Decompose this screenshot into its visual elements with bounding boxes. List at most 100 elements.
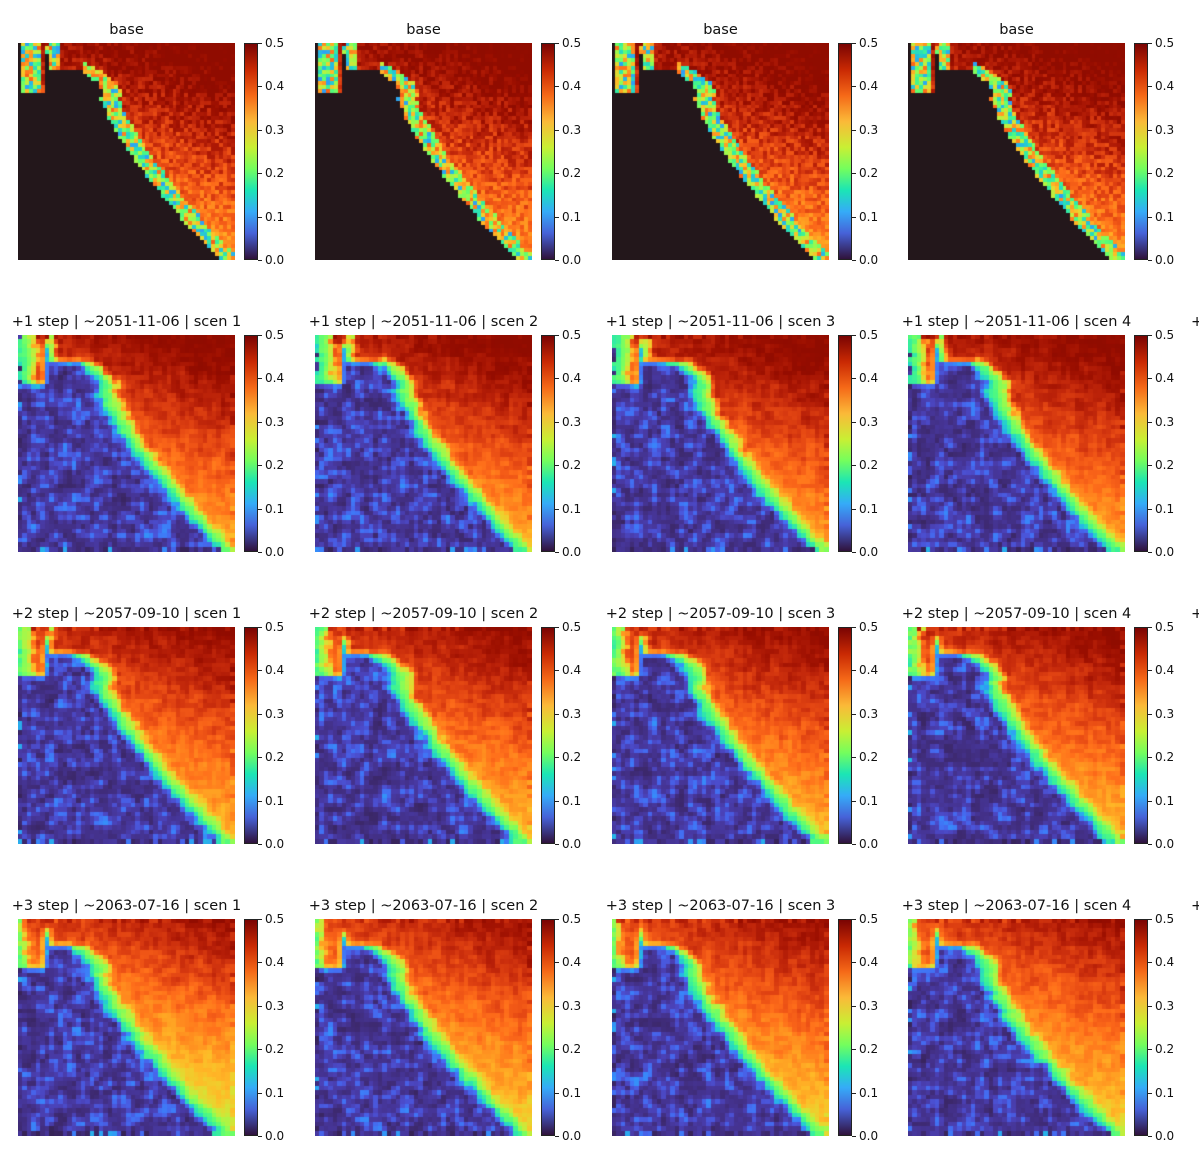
colorbar-tick xyxy=(1148,801,1152,802)
colorbar-tick-label: 0.0 xyxy=(859,545,879,559)
colorbar-tick-label: 0.5 xyxy=(265,328,285,342)
colorbar-tick-label: 0.0 xyxy=(562,837,582,851)
colorbar-tick-label: 0.2 xyxy=(562,750,582,764)
colorbar xyxy=(1134,43,1148,260)
colorbar-tick-label: 0.4 xyxy=(859,663,879,677)
colorbar-tick-label: 0.1 xyxy=(265,794,285,808)
colorbar-tick-label: 0.5 xyxy=(859,912,879,926)
colorbar-tick xyxy=(852,86,856,87)
colorbar xyxy=(244,919,258,1136)
colorbar-tick xyxy=(1148,422,1152,423)
colorbar-tick-label: 0.4 xyxy=(265,371,285,385)
colorbar-tick-label: 0.1 xyxy=(562,794,582,808)
clipped-title-edge: + xyxy=(1191,606,1199,622)
colorbar-tick-label: 0.2 xyxy=(1155,750,1175,764)
colorbar-tick xyxy=(1148,260,1152,261)
colorbar-tick xyxy=(1148,509,1152,510)
heatmap-panel xyxy=(18,335,235,552)
colorbar-tick xyxy=(852,378,856,379)
colorbar-tick-label: 0.0 xyxy=(562,1129,582,1143)
heatmap-panel xyxy=(18,627,235,844)
colorbar-tick xyxy=(258,844,262,845)
colorbar-tick xyxy=(258,627,262,628)
panel-title: +1 step | ~2051-11-06 | scen 1 xyxy=(11,314,242,330)
colorbar-tick xyxy=(852,919,856,920)
colorbar-tick-label: 0.1 xyxy=(859,1086,879,1100)
colorbar-tick-label: 0.2 xyxy=(859,166,879,180)
heatmap-panel xyxy=(315,43,532,260)
colorbar-tick xyxy=(852,801,856,802)
panel-title: +3 step | ~2063-07-16 | scen 4 xyxy=(901,898,1132,914)
colorbar-tick xyxy=(852,552,856,553)
colorbar-tick xyxy=(852,509,856,510)
colorbar-tick xyxy=(555,757,559,758)
panel-title: base xyxy=(999,22,1034,38)
colorbar-tick-label: 0.3 xyxy=(562,123,582,137)
colorbar-tick xyxy=(555,422,559,423)
colorbar-tick-label: 0.5 xyxy=(562,620,582,634)
heatmap-panel xyxy=(908,335,1125,552)
colorbar xyxy=(244,627,258,844)
colorbar-tick-label: 0.3 xyxy=(265,415,285,429)
panel-title: base xyxy=(703,22,738,38)
colorbar-tick-label: 0.3 xyxy=(859,707,879,721)
colorbar-tick xyxy=(1148,378,1152,379)
heatmap-panel xyxy=(612,335,829,552)
panel-title: +2 step | ~2057-09-10 | scen 1 xyxy=(11,606,242,622)
colorbar-tick xyxy=(852,757,856,758)
clipped-title-edge: + xyxy=(1191,314,1199,330)
colorbar-tick xyxy=(555,130,559,131)
colorbar-tick-label: 0.5 xyxy=(1155,328,1175,342)
colorbar-tick-label: 0.4 xyxy=(562,79,582,93)
colorbar-tick-label: 0.5 xyxy=(859,36,879,50)
colorbar-tick xyxy=(258,962,262,963)
colorbar-tick xyxy=(555,962,559,963)
colorbar xyxy=(1134,335,1148,552)
colorbar-tick-label: 0.1 xyxy=(265,502,285,516)
colorbar-tick xyxy=(258,378,262,379)
colorbar-tick xyxy=(1148,962,1152,963)
colorbar-tick-label: 0.3 xyxy=(265,123,285,137)
colorbar-tick xyxy=(555,1093,559,1094)
colorbar xyxy=(838,43,852,260)
colorbar-tick xyxy=(1148,844,1152,845)
colorbar-tick-label: 0.3 xyxy=(1155,999,1175,1013)
colorbar-tick xyxy=(258,670,262,671)
colorbar-tick-label: 0.5 xyxy=(859,328,879,342)
colorbar-tick-label: 0.0 xyxy=(859,253,879,267)
panel-title: +2 step | ~2057-09-10 | scen 4 xyxy=(901,606,1132,622)
colorbar-tick-label: 0.0 xyxy=(859,837,879,851)
heatmap-panel xyxy=(612,43,829,260)
colorbar-tick xyxy=(258,173,262,174)
colorbar-tick-label: 0.1 xyxy=(562,1086,582,1100)
colorbar-tick-label: 0.4 xyxy=(1155,371,1175,385)
colorbar-tick-label: 0.0 xyxy=(562,545,582,559)
colorbar-tick-label: 0.4 xyxy=(1155,663,1175,677)
colorbar-tick xyxy=(852,1049,856,1050)
colorbar-tick-label: 0.0 xyxy=(859,1129,879,1143)
colorbar-tick xyxy=(555,43,559,44)
colorbar-tick xyxy=(258,43,262,44)
colorbar-tick xyxy=(258,1093,262,1094)
colorbar-tick xyxy=(1148,757,1152,758)
colorbar-tick xyxy=(1148,217,1152,218)
colorbar-tick xyxy=(555,217,559,218)
heatmap-panel xyxy=(315,335,532,552)
colorbar xyxy=(1134,627,1148,844)
panel-title: +3 step | ~2063-07-16 | scen 2 xyxy=(308,898,539,914)
colorbar-tick xyxy=(555,1049,559,1050)
colorbar-tick-label: 0.2 xyxy=(562,1042,582,1056)
heatmap-panel xyxy=(908,627,1125,844)
colorbar-tick-label: 0.4 xyxy=(265,955,285,969)
colorbar-tick xyxy=(258,1136,262,1137)
colorbar-tick-label: 0.3 xyxy=(1155,707,1175,721)
colorbar-tick-label: 0.2 xyxy=(859,458,879,472)
colorbar xyxy=(541,43,555,260)
colorbar-tick xyxy=(1148,552,1152,553)
heatmap-panel xyxy=(18,919,235,1136)
colorbar-tick-label: 0.1 xyxy=(1155,210,1175,224)
heatmap-panel xyxy=(315,919,532,1136)
panel-title: +1 step | ~2051-11-06 | scen 3 xyxy=(605,314,836,330)
panel-title: base xyxy=(109,22,144,38)
colorbar-tick-label: 0.4 xyxy=(562,955,582,969)
